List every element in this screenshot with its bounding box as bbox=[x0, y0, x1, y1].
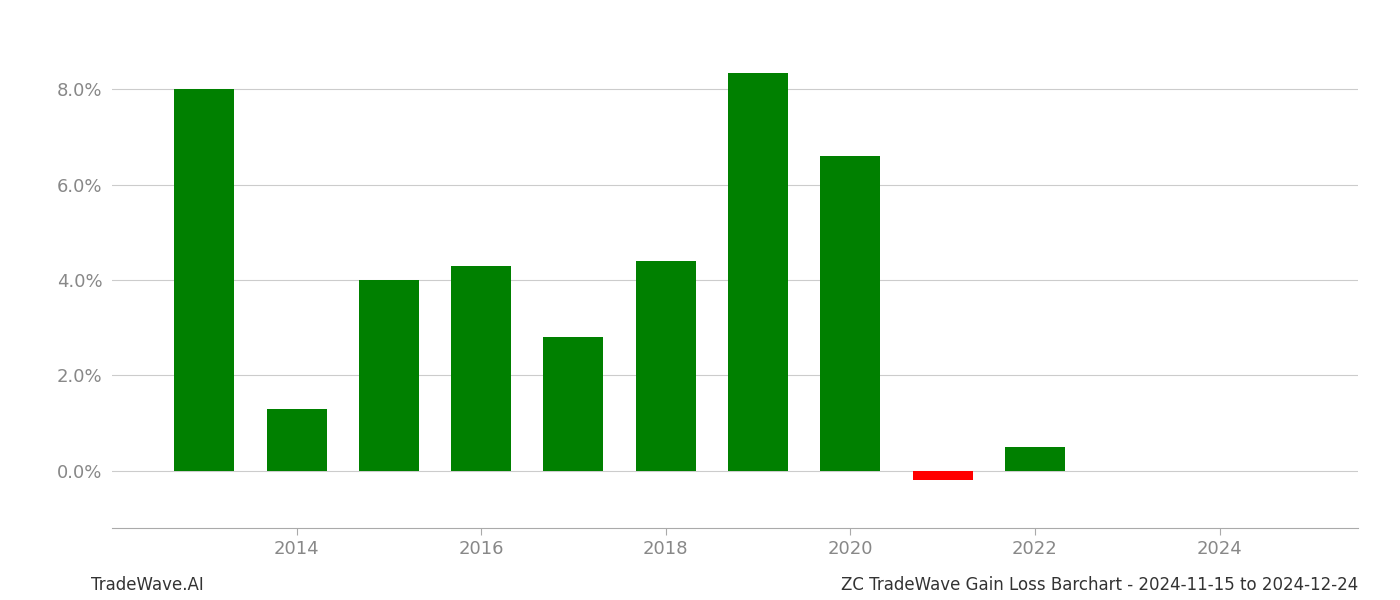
Bar bbox=[728, 73, 788, 471]
Text: TradeWave.AI: TradeWave.AI bbox=[91, 576, 204, 594]
Bar bbox=[820, 156, 881, 471]
Bar bbox=[174, 89, 234, 471]
Bar bbox=[266, 409, 326, 471]
Bar bbox=[1005, 447, 1065, 471]
Bar bbox=[913, 471, 973, 481]
Bar bbox=[636, 261, 696, 471]
Bar bbox=[543, 337, 603, 471]
Bar bbox=[451, 266, 511, 471]
Text: ZC TradeWave Gain Loss Barchart - 2024-11-15 to 2024-12-24: ZC TradeWave Gain Loss Barchart - 2024-1… bbox=[841, 576, 1358, 594]
Bar bbox=[358, 280, 419, 471]
